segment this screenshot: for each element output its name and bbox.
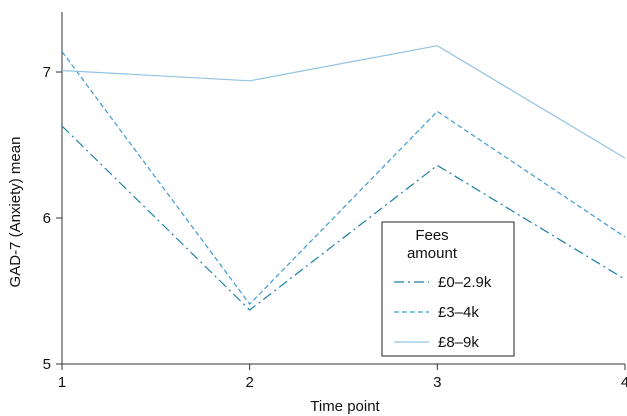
legend-title: amount xyxy=(407,245,458,262)
legend-box xyxy=(381,221,515,357)
x-tick-label: 2 xyxy=(245,374,253,391)
x-tick-label: 4 xyxy=(621,374,627,391)
legend-label-3: £8–9k xyxy=(438,334,479,351)
series-layer xyxy=(61,45,626,311)
y-tick-label: 7 xyxy=(43,64,51,81)
series-line-1 xyxy=(61,125,626,311)
x-tick-label: 3 xyxy=(433,374,441,391)
x-axis-title: Time point xyxy=(310,398,380,415)
y-tick-label: 6 xyxy=(43,210,51,227)
axes: 5 6 7 1 2 3 4 xyxy=(43,12,627,391)
y-tick-label: 5 xyxy=(43,356,51,373)
legend-label-1: £0–2.9k xyxy=(438,274,492,291)
legend-label-2: £3–4k xyxy=(438,304,479,321)
y-axis-title: GAD-7 (Anxiety) mean xyxy=(7,137,24,288)
x-tick-label: 1 xyxy=(58,374,66,391)
series-line-3 xyxy=(61,45,626,159)
series-line-2 xyxy=(61,51,626,306)
legend-title: Fees xyxy=(415,227,448,244)
